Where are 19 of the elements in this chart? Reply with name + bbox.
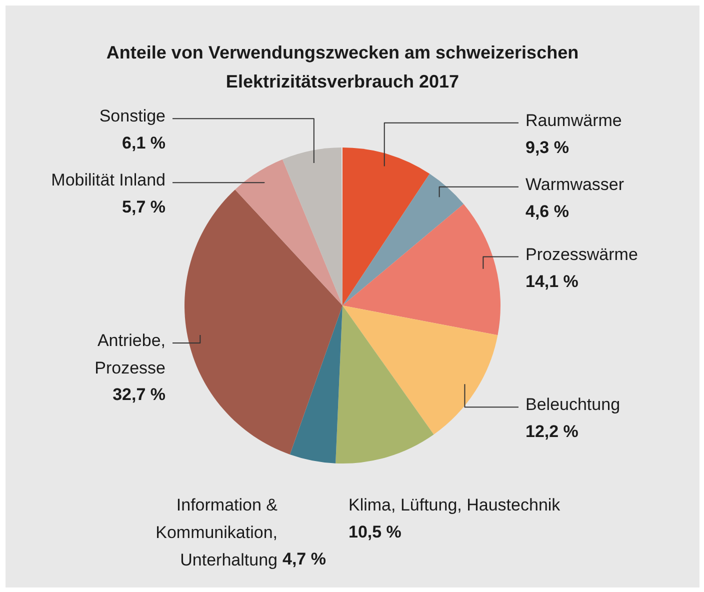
data-label: 6,1 %: [122, 134, 166, 153]
slice-label: Mobilität Inland: [51, 170, 166, 190]
slice-label: Warmwasser: [526, 174, 624, 194]
data-label: 14,1 %: [526, 272, 578, 291]
data-label: 12,2 %: [526, 422, 578, 442]
data-label: 4,7 %: [282, 550, 326, 568]
slice-label: Klima, Lüftung, Haustechnik: [348, 496, 561, 514]
data-label: 5,7 %: [122, 198, 166, 217]
slice-label: Sonstige: [99, 106, 166, 126]
data-label: 32,7 %: [112, 384, 166, 404]
slice-label: Antriebe, Prozesse: [94, 330, 166, 378]
data-label: 9,3 %: [526, 138, 569, 157]
chart-title: Anteile von Verwendungszwecken am schweizerischen Elektrizitätsverbrauch 2017: [106, 42, 579, 92]
data-label: 10,5 %: [348, 522, 402, 542]
slice-label: Information & Kommunikation, Unterhaltung: [156, 496, 278, 570]
slice-label: Prozesswärme: [526, 244, 638, 264]
data-label: 4,6 %: [526, 202, 569, 221]
slice-label: Raumwärme: [526, 110, 622, 130]
slice-label: Beleuchtung: [526, 395, 620, 414]
